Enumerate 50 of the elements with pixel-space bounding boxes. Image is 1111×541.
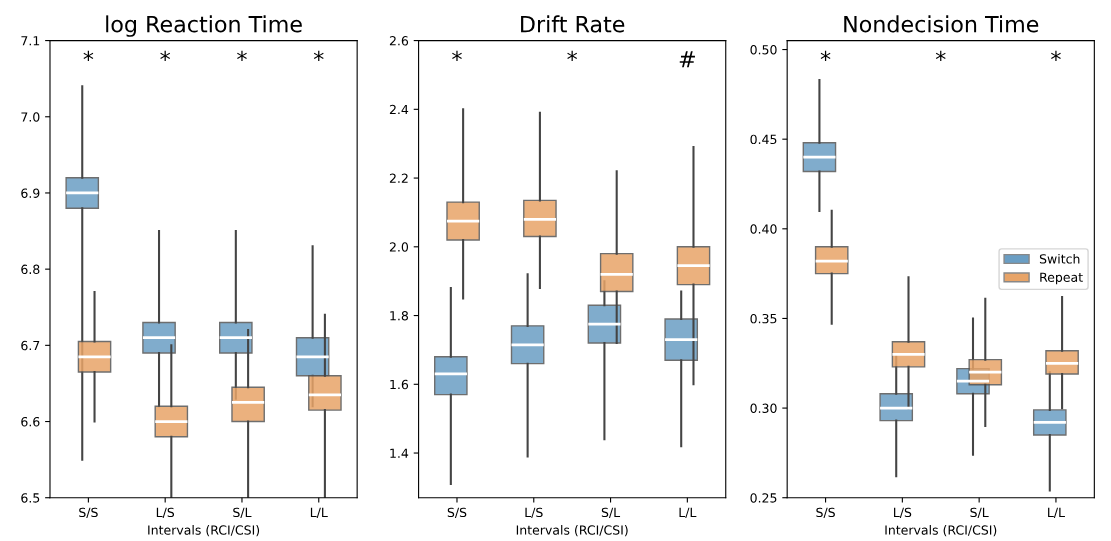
x-axis-title: Intervals (RCI/CSI) [516,525,628,537]
annotation: * [160,50,171,61]
annotation: # [679,51,695,68]
legend-label: Switch [1039,253,1080,264]
y-tick-label: 0.50 [750,45,777,55]
annotation: * [452,50,462,61]
x-tick-label: L/L [310,507,328,519]
x-tick-label: L/L [679,507,697,519]
annotation: * [1051,50,1061,61]
x-tick-label: L/S [894,507,912,519]
x-tick-label: S/L [970,507,989,519]
x-tick-label: S/S [816,507,835,519]
annotation: * [567,50,578,61]
y-tick-label: 6.8 [21,264,40,275]
y-tick-label: 6.6 [21,417,40,427]
annotation: * [820,50,831,61]
x-tick-label: L/L [1048,507,1065,519]
y-tick-label: 1.4 [390,448,409,458]
y-tick-label: 6.5 [21,493,40,503]
annotation: * [935,50,946,61]
y-tick-label: 0.45 [750,134,777,145]
chart-title: log Reaction Time [106,15,302,37]
y-tick-label: 2.4 [389,104,409,115]
x-tick-label: L/S [525,507,543,519]
x-tick-label: S/L [233,507,252,519]
y-tick-label: 6.7 [21,340,40,351]
y-tick-label: 7.0 [21,112,40,122]
chart-title: Drift Rate [521,15,625,33]
legend-label: Repeat [1040,272,1083,285]
x-tick-label: S/S [79,507,98,519]
y-tick-label: 2.2 [389,173,408,183]
x-axis-title: Intervals (RCI/CSI) [148,525,260,537]
y-tick-label: 1.6 [390,379,409,390]
x-tick-label: S/L [601,507,621,519]
y-tick-label: 0.40 [750,224,777,234]
y-tick-label: 2.6 [389,36,409,46]
y-tick-label: 0.25 [750,493,777,503]
y-tick-label: 1.8 [390,311,409,321]
annotation: * [313,50,324,61]
x-tick-label: S/S [447,507,467,519]
annotation: * [237,50,247,61]
y-tick-label: 7.1 [21,36,40,46]
y-tick-label: 2.0 [389,242,409,252]
chart-title: Nondecision Time [844,15,1039,33]
y-tick-label: 0.35 [750,313,777,324]
y-tick-label: 6.9 [21,188,40,198]
x-tick-label: L/S [156,507,175,519]
y-tick-label: 0.30 [750,403,777,414]
x-axis-title: Intervals (RCI/CSI) [885,525,997,537]
annotation: * [83,50,94,61]
